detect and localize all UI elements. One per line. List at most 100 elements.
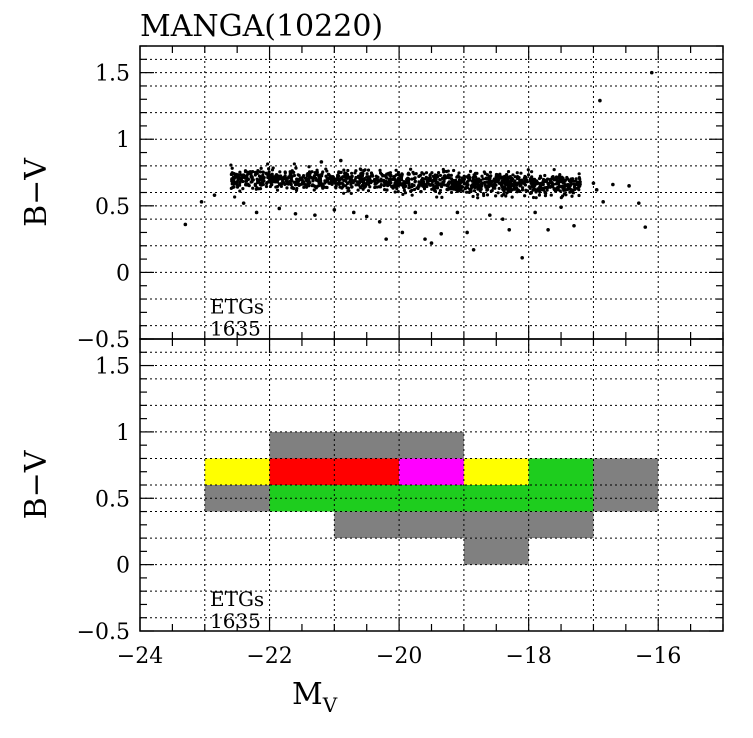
scatter-point	[394, 168, 398, 172]
scatter-point	[402, 188, 406, 192]
scatter-point	[278, 170, 282, 174]
scatter-point	[386, 171, 391, 175]
scatter-point	[290, 186, 294, 190]
scatter-point	[275, 184, 280, 189]
scatter-point	[261, 182, 265, 187]
scatter-point	[534, 196, 538, 200]
scatter-point	[560, 178, 564, 182]
scatter-point	[496, 191, 500, 195]
scatter-point	[543, 194, 548, 198]
scatter-point	[339, 170, 343, 174]
x-tick-label: −18	[505, 644, 551, 669]
scatter-point	[258, 187, 263, 191]
scatter-point	[358, 186, 363, 190]
scatter-point	[259, 166, 263, 170]
scatter-point	[294, 166, 298, 170]
scatter-point	[256, 168, 260, 173]
scatter-point	[523, 183, 528, 187]
scatter-point	[546, 185, 550, 190]
heatmap-cell	[269, 458, 400, 485]
scatter-point	[564, 193, 568, 197]
scatter-point	[358, 179, 362, 183]
scatter-point	[591, 181, 596, 185]
heatmap-cell	[593, 458, 659, 485]
scatter-point	[320, 182, 324, 186]
scatter-point	[288, 182, 293, 186]
scatter-point	[355, 180, 360, 184]
scatter-point	[577, 188, 581, 192]
scatter-point	[385, 188, 389, 192]
scatter-point	[471, 175, 475, 180]
scatter-point	[246, 183, 251, 187]
scatter-point	[364, 214, 369, 219]
scatter-point	[532, 177, 537, 181]
scatter-point	[476, 178, 480, 182]
scatter-point	[556, 176, 560, 180]
scatter-point	[451, 178, 455, 183]
scatter-point	[454, 178, 458, 182]
scatter-point	[366, 182, 371, 187]
scatter-point	[399, 178, 404, 182]
scatter-point	[325, 169, 329, 173]
scatter-point	[561, 194, 565, 198]
scatter-point	[457, 175, 461, 179]
scatter-point	[241, 173, 246, 177]
scatter-point	[270, 179, 274, 183]
scatter-point	[319, 160, 324, 164]
scatter-point	[199, 200, 204, 204]
scatter-point	[434, 179, 438, 183]
scatter-point	[422, 177, 426, 181]
scatter-point	[571, 188, 575, 192]
scatter-point	[417, 180, 421, 184]
scatter-point	[363, 168, 367, 172]
scatter-point	[559, 205, 563, 209]
scatter-point	[455, 175, 459, 179]
scatter-point	[273, 175, 278, 180]
scatter-point	[572, 223, 576, 228]
scatter-point	[307, 181, 312, 185]
scatter-point	[304, 185, 309, 189]
scatter-point	[349, 178, 353, 182]
scatter-point	[292, 173, 296, 178]
scatter-point	[382, 187, 387, 192]
scatter-point	[377, 220, 382, 224]
scatter-point	[262, 179, 266, 183]
scatter-point	[523, 194, 527, 198]
x-tick-label: −20	[376, 644, 422, 669]
scatter-point	[387, 178, 391, 182]
scatter-point	[463, 186, 468, 191]
scatter-point	[277, 206, 282, 211]
scatter-point	[308, 170, 312, 174]
scatter-point	[403, 191, 408, 195]
scatter-point	[333, 181, 337, 185]
scatter-point	[479, 178, 483, 182]
scatter-point	[498, 173, 502, 178]
scatter-point	[279, 174, 283, 178]
scatter-point	[289, 173, 293, 177]
scatter-point	[533, 210, 537, 215]
scatter-point	[342, 168, 346, 172]
scatter-point	[329, 180, 333, 184]
scatter-point	[524, 188, 528, 192]
scatter-point	[396, 180, 400, 184]
scatter-point	[424, 171, 429, 175]
scatter-point	[450, 181, 454, 186]
scatter-point	[346, 186, 351, 190]
y-tick-label: −0.5	[77, 620, 130, 645]
scatter-point	[570, 194, 574, 198]
scatter-point	[390, 184, 395, 188]
scatter-point	[530, 177, 534, 181]
scatter-point	[378, 171, 383, 175]
scatter-point	[469, 189, 473, 193]
scatter-point	[284, 176, 288, 180]
scatter-point	[264, 171, 268, 175]
scatter-point	[461, 177, 465, 182]
scatter-point	[611, 182, 615, 187]
scatter-point	[400, 182, 404, 186]
scatter-point	[519, 171, 523, 175]
annotation-count: 1635	[210, 609, 261, 633]
scatter-point	[481, 191, 486, 196]
scatter-point	[506, 185, 510, 189]
scatter-point	[541, 177, 546, 182]
y-tick-label: 0	[116, 554, 130, 579]
